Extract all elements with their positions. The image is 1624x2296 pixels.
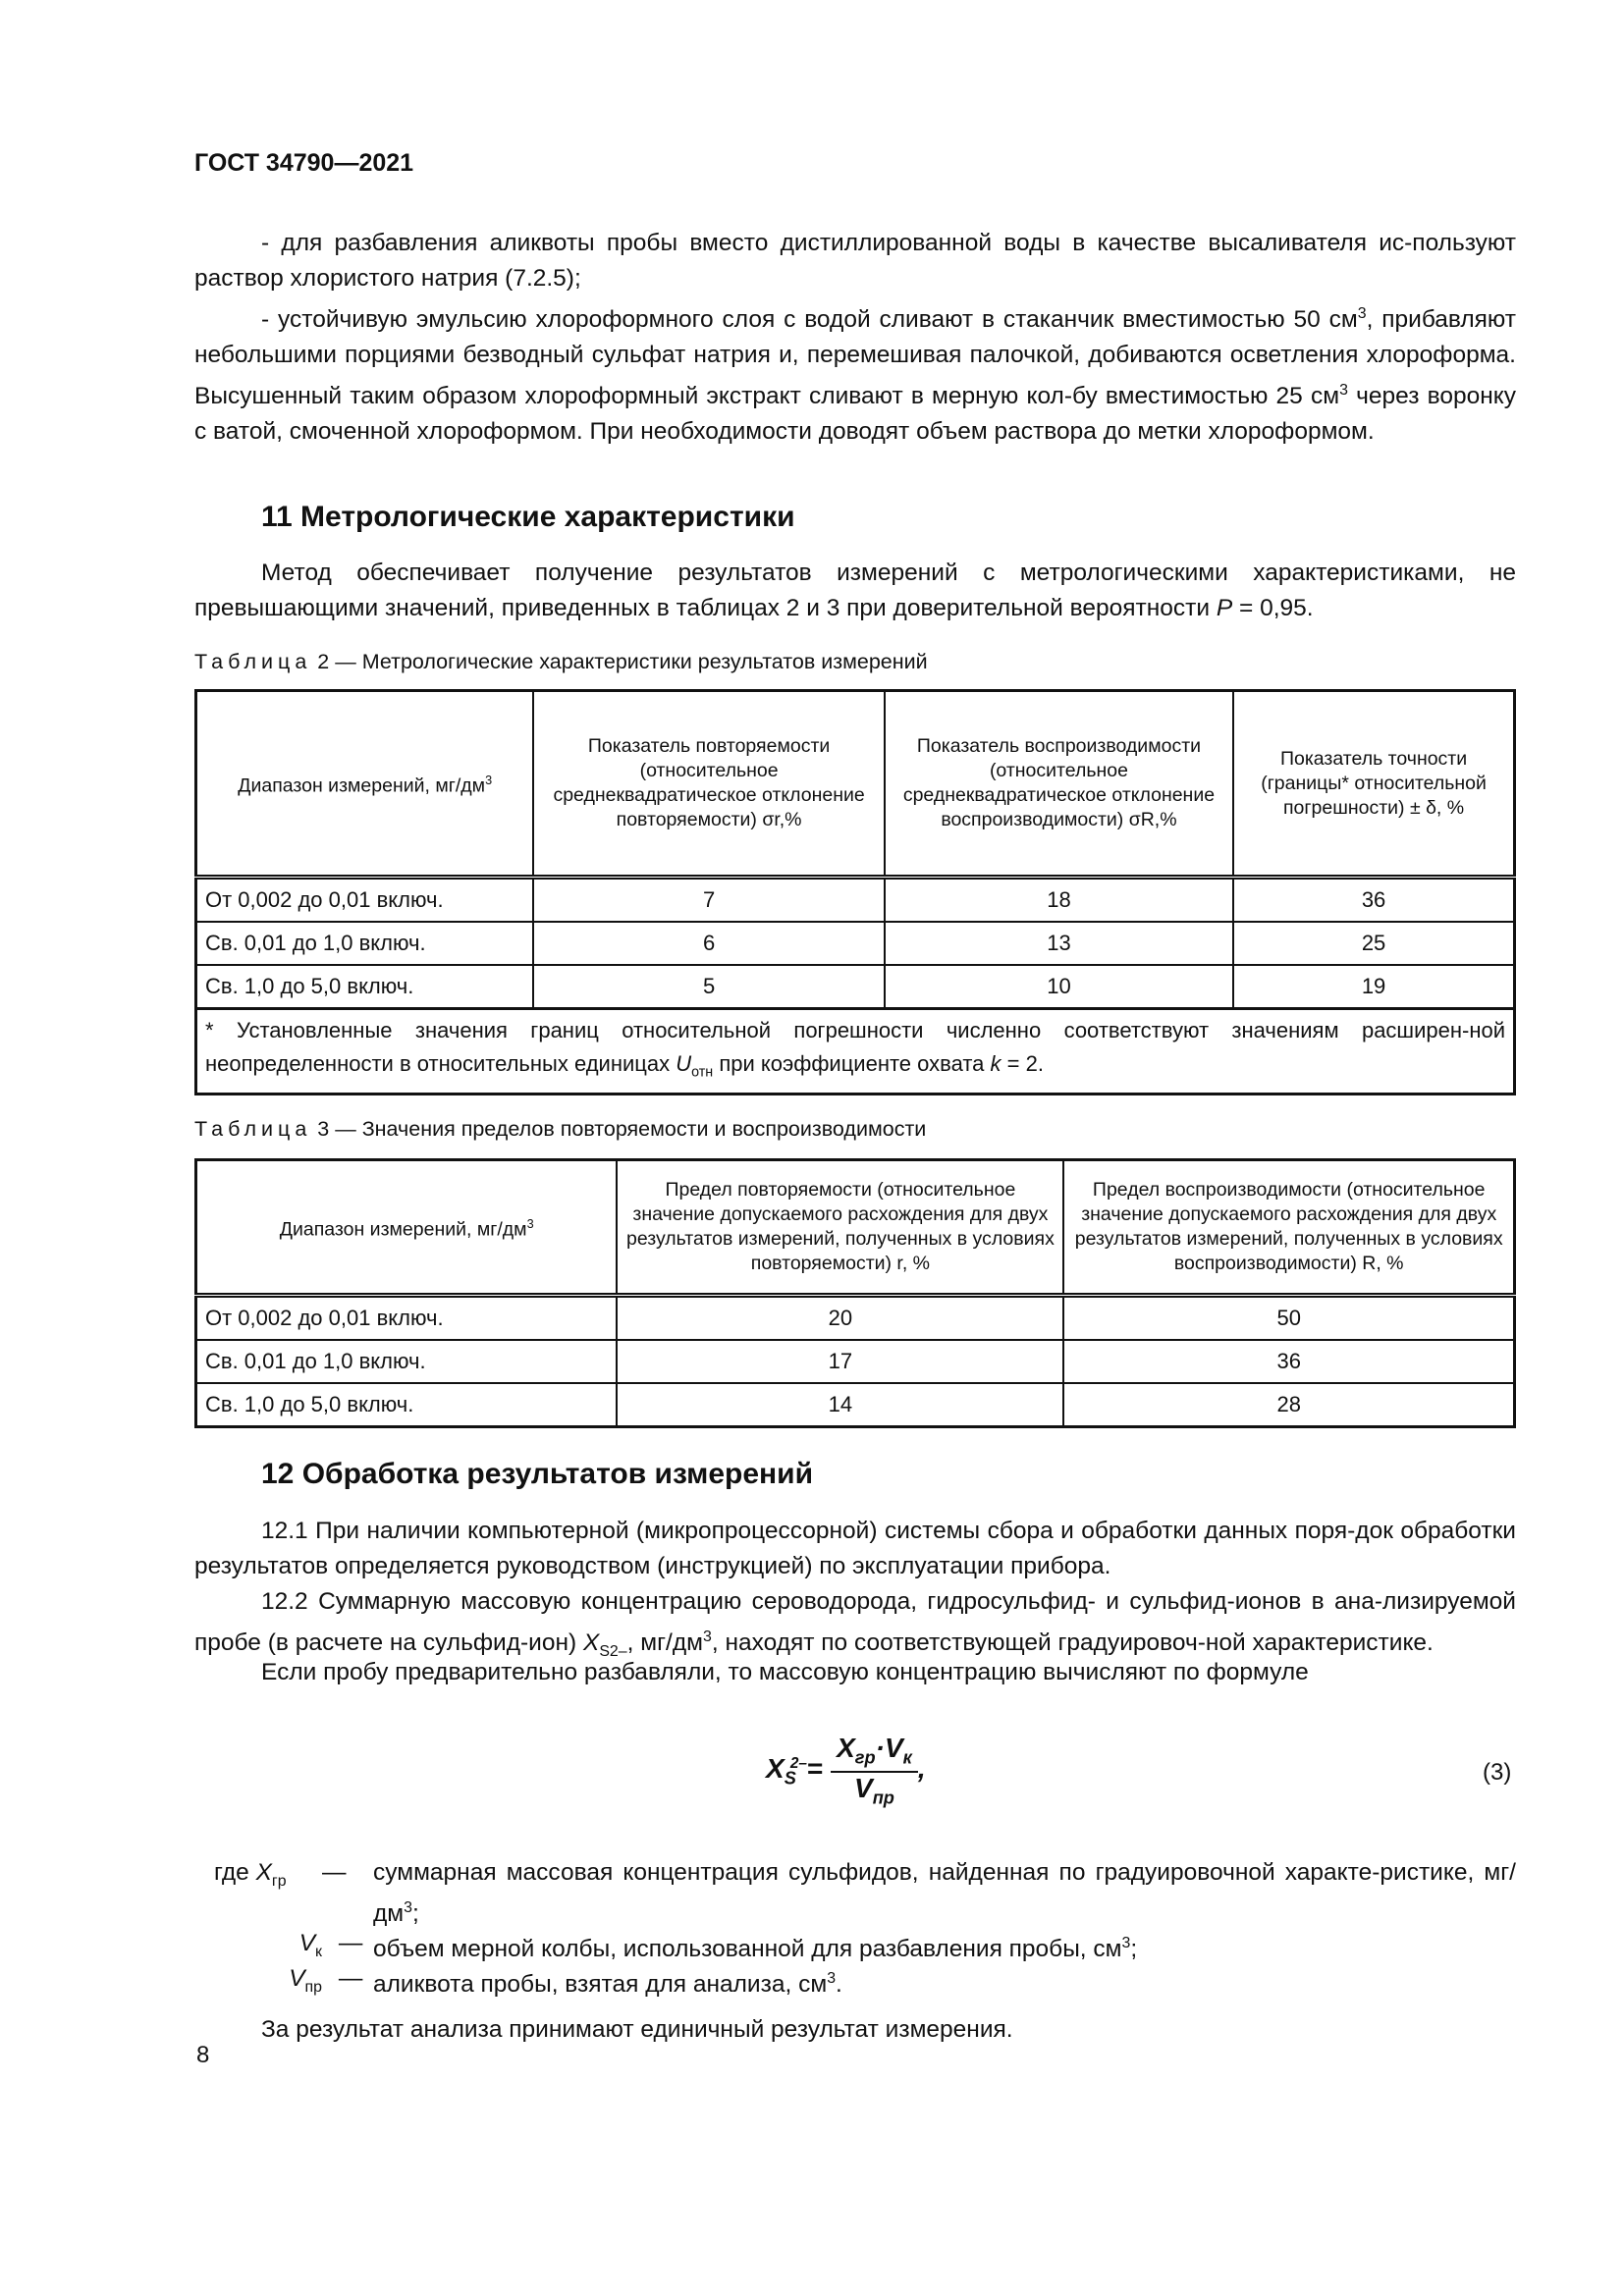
table-caption: Таблица 3 — Значения пределов повторяемо… [194, 1117, 927, 1141]
column-header: Показатель точности (границы* относитель… [1232, 689, 1516, 879]
document-code: ГОСТ 34790—2021 [194, 149, 414, 177]
paragraph: - для разбавления аликвоты пробы вместо … [194, 230, 1516, 292]
where-item: Vпр — [289, 1965, 363, 1996]
column-header: Диапазон измерений, мг/дм3 [194, 1158, 619, 1297]
table-row: Св. 1,0 до 5,0 включ. 5 10 19 [194, 964, 1516, 1010]
metrology-table: Диапазон измерений, мг/дм3 Показатель по… [194, 689, 1516, 1096]
paragraph: Если пробу предварительно разбавляли, то… [261, 1659, 1309, 1685]
paragraph: 12.1 При наличии компьютерной (микропроц… [194, 1518, 1516, 1579]
table-caption: Таблица 2 — Метрологические характеристи… [194, 650, 928, 673]
paragraph: За результат анализа принимают единичный… [261, 2016, 1013, 2043]
table-row: От 0,002 до 0,01 включ. 20 50 [194, 1293, 1516, 1341]
paragraph: Метод обеспечивает получение результатов… [194, 560, 1516, 621]
table-row: Св. 1,0 до 5,0 включ. 14 28 [194, 1382, 1516, 1428]
section-title: 12 Обработка результатов измерений [261, 1458, 814, 1490]
table-footnote: * Установленные значения границ относите… [194, 1006, 1516, 1095]
table-row: Св. 0,01 до 1,0 включ. 17 36 [194, 1339, 1516, 1384]
table-row: Св. 0,01 до 1,0 включ. 6 13 25 [194, 921, 1516, 966]
column-header: Предел воспроизводимости (относительное … [1062, 1158, 1516, 1297]
column-header: Показатель воспроизводимости (относитель… [883, 689, 1235, 879]
column-header: Диапазон измерений, мг/дм3 [194, 689, 535, 879]
where-text: суммарная массовая концентрация сульфидо… [373, 1859, 1516, 1928]
column-header: Показатель повторяемости (относительное … [532, 689, 886, 879]
where-text: объем мерной колбы, использованной для р… [373, 1935, 1138, 1963]
where-item: Vк — [298, 1930, 363, 1960]
limits-table: Диапазон измерений, мг/дм3 Предел повтор… [194, 1158, 1516, 1428]
formula: XS2–= Xгр·Vк Vпр, [766, 1733, 926, 1808]
paragraph: - устойчивую эмульсию хлороформного слоя… [194, 305, 1517, 446]
equation-number: (3) [1483, 1759, 1512, 1786]
where-item: где Xгр — [214, 1859, 347, 1890]
paragraph: 12.2 Суммарную массовую концентрацию сер… [194, 1588, 1516, 1661]
where-text: аликвота пробы, взятая для анализа, см3. [373, 1970, 842, 1999]
section-title: 11 Метрологические характеристики [261, 501, 795, 533]
column-header: Предел повторяемости (относительное знач… [616, 1158, 1065, 1297]
page-number: 8 [196, 2042, 210, 2068]
table-row: От 0,002 до 0,01 включ. 7 18 36 [194, 875, 1516, 923]
